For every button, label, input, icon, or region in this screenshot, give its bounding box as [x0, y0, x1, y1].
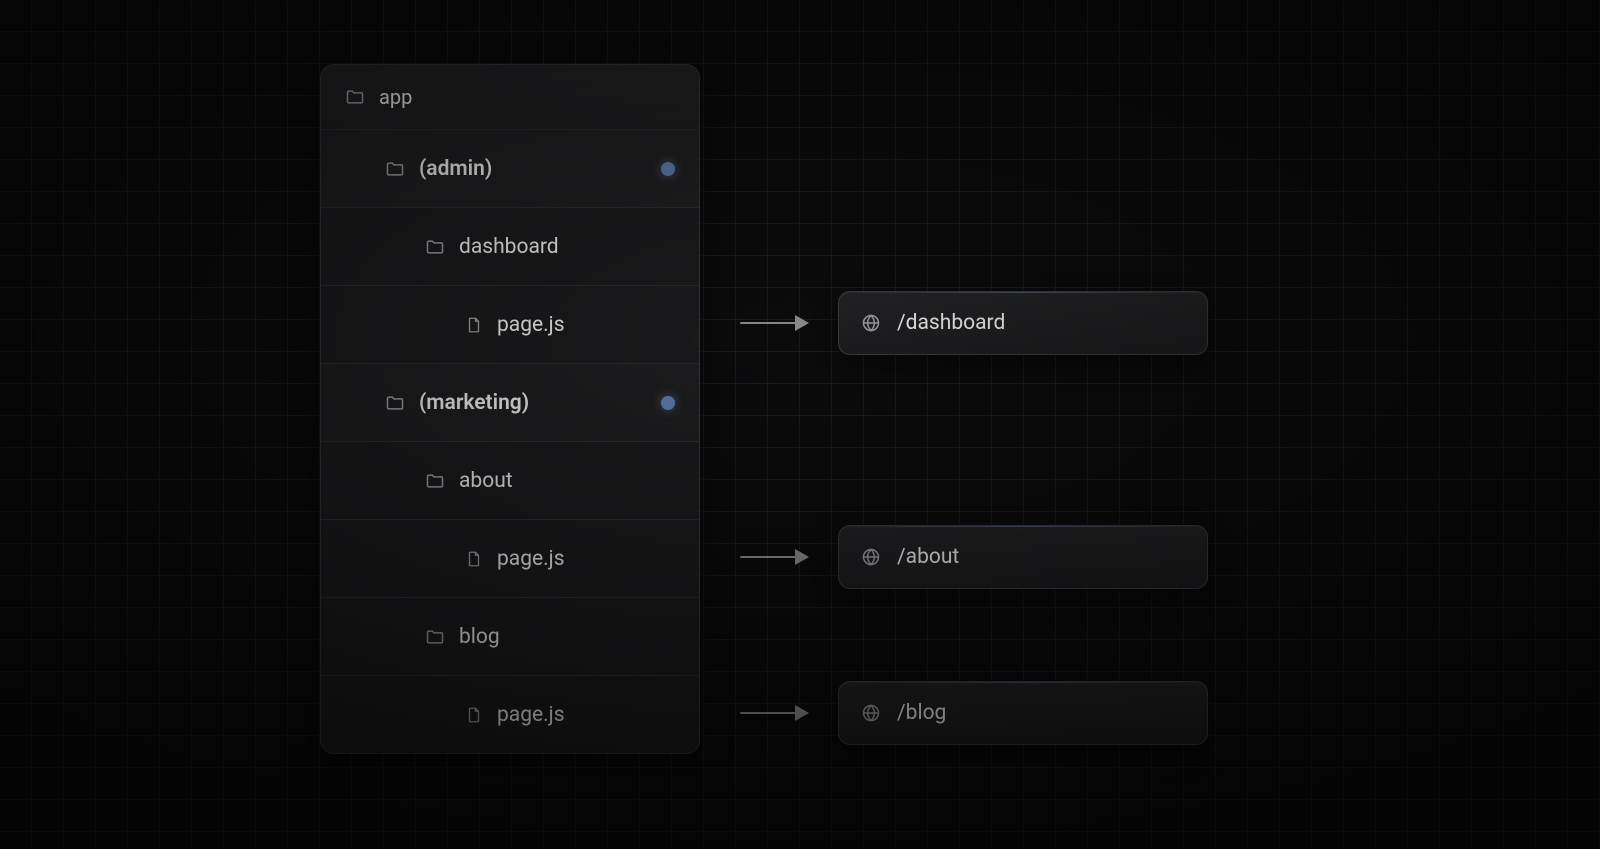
- folder-icon: [425, 237, 445, 257]
- folder-icon: [345, 87, 365, 107]
- diagram-stage: app (admin) dashboard page.js (marketing) ab…: [0, 0, 1600, 849]
- tree-row-label: page.js: [497, 313, 675, 337]
- tree-row-label: page.js: [497, 703, 675, 727]
- tree-file-row: page.js: [321, 519, 699, 597]
- arrow-icon: [740, 315, 809, 331]
- tree-row-label: page.js: [497, 547, 675, 571]
- tree-header-label: app: [379, 85, 675, 109]
- tree-folder-row: (admin): [321, 129, 699, 207]
- globe-icon: [861, 547, 881, 567]
- arrow-icon: [740, 549, 809, 565]
- globe-icon: [861, 703, 881, 723]
- route-label: /about: [897, 545, 959, 569]
- folder-icon: [425, 471, 445, 491]
- file-tree-panel: app (admin) dashboard page.js (marketing) ab…: [320, 64, 700, 754]
- tree-folder-row: about: [321, 441, 699, 519]
- tree-row-label: dashboard: [459, 235, 675, 259]
- route-pill: /blog: [838, 681, 1208, 745]
- file-icon: [465, 706, 483, 724]
- tree-row-label: (marketing): [419, 391, 661, 415]
- file-icon: [465, 316, 483, 334]
- route-label: /blog: [897, 701, 946, 725]
- tree-folder-row: blog: [321, 597, 699, 675]
- route-pill: /dashboard: [838, 291, 1208, 355]
- file-icon: [465, 550, 483, 568]
- tree-row-label: about: [459, 469, 675, 493]
- route-pill: /about: [838, 525, 1208, 589]
- tree-file-row: page.js: [321, 285, 699, 363]
- tree-header: app: [321, 65, 699, 129]
- tree-folder-row: dashboard: [321, 207, 699, 285]
- folder-icon: [385, 159, 405, 179]
- folder-icon: [425, 627, 445, 647]
- arrow-icon: [740, 705, 809, 721]
- group-marker-dot: [661, 162, 675, 176]
- route-label: /dashboard: [897, 311, 1005, 335]
- tree-file-row: page.js: [321, 675, 699, 753]
- tree-folder-row: (marketing): [321, 363, 699, 441]
- globe-icon: [861, 313, 881, 333]
- group-marker-dot: [661, 396, 675, 410]
- tree-row-label: (admin): [419, 157, 661, 181]
- folder-icon: [385, 393, 405, 413]
- tree-row-label: blog: [459, 625, 675, 649]
